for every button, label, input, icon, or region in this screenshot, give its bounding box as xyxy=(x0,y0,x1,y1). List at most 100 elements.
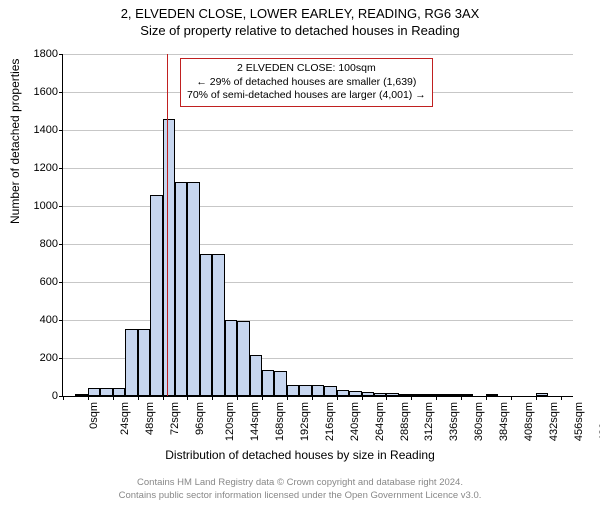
histogram-bar xyxy=(424,394,436,396)
xtick-mark xyxy=(237,396,238,400)
annotation-line2: ← 29% of detached houses are smaller (1,… xyxy=(187,76,426,90)
footer-line2: Contains public sector information licen… xyxy=(0,490,600,502)
gridline xyxy=(63,320,573,321)
xtick-mark xyxy=(187,396,188,400)
title-sub: Size of property relative to detached ho… xyxy=(0,23,600,38)
ytick-mark xyxy=(59,130,63,131)
xtick-mark xyxy=(287,396,288,400)
xtick-mark xyxy=(88,396,89,400)
annotation-box: 2 ELVEDEN CLOSE: 100sqm ← 29% of detache… xyxy=(180,58,433,107)
ytick-label: 1800 xyxy=(28,48,58,60)
xtick-mark xyxy=(386,396,387,400)
xtick-label: 384sqm xyxy=(498,402,510,441)
xtick-label: 336sqm xyxy=(448,402,460,441)
histogram-bar xyxy=(337,390,349,396)
ytick-mark xyxy=(59,282,63,283)
y-axis-label: Number of detached properties xyxy=(8,59,22,224)
footer-line1: Contains HM Land Registry data © Crown c… xyxy=(0,477,600,489)
xtick-mark xyxy=(163,396,164,400)
histogram-bar xyxy=(461,394,473,396)
ytick-label: 1400 xyxy=(28,124,58,136)
ytick-label: 1000 xyxy=(28,200,58,212)
histogram-bar xyxy=(225,320,237,396)
gridline xyxy=(63,282,573,283)
xtick-mark xyxy=(486,396,487,400)
histogram-bar xyxy=(436,394,448,396)
histogram-bar xyxy=(88,388,100,396)
xtick-mark xyxy=(63,396,64,400)
histogram-bar xyxy=(250,355,262,396)
xtick-label: 240sqm xyxy=(349,402,361,441)
xtick-mark xyxy=(436,396,437,400)
histogram-bar xyxy=(212,254,224,396)
histogram-bar xyxy=(411,394,423,396)
histogram-bar xyxy=(362,392,374,396)
ytick-mark xyxy=(59,358,63,359)
xtick-mark xyxy=(561,396,562,400)
histogram-bar xyxy=(312,385,324,396)
ytick-label: 800 xyxy=(28,238,58,250)
xtick-mark xyxy=(536,396,537,400)
xtick-label: 168sqm xyxy=(274,402,286,441)
gridline xyxy=(63,206,573,207)
x-axis-label: Distribution of detached houses by size … xyxy=(0,448,600,462)
histogram-bar xyxy=(324,386,336,396)
gridline xyxy=(63,130,573,131)
ytick-mark xyxy=(59,168,63,169)
xtick-mark xyxy=(113,396,114,400)
xtick-label: 24sqm xyxy=(119,402,131,435)
gridline xyxy=(63,54,573,55)
xtick-mark xyxy=(411,396,412,400)
gridline xyxy=(63,244,573,245)
xtick-label: 48sqm xyxy=(144,402,156,435)
histogram-bar xyxy=(100,388,112,396)
ytick-label: 400 xyxy=(28,314,58,326)
xtick-mark xyxy=(461,396,462,400)
annotation-line1: 2 ELVEDEN CLOSE: 100sqm xyxy=(187,62,426,76)
histogram-bar xyxy=(237,321,249,396)
histogram-bar xyxy=(374,393,386,396)
xtick-label: 96sqm xyxy=(194,402,206,435)
xtick-label: 312sqm xyxy=(424,402,436,441)
xtick-label: 72sqm xyxy=(169,402,181,435)
histogram-bar xyxy=(187,182,199,396)
histogram-bar xyxy=(299,385,311,396)
xtick-mark xyxy=(262,396,263,400)
histogram-bar xyxy=(200,254,212,396)
ytick-mark xyxy=(59,92,63,93)
xtick-label: 360sqm xyxy=(473,402,485,441)
histogram-bar xyxy=(349,391,361,396)
xtick-label: 456sqm xyxy=(573,402,585,441)
histogram-bar xyxy=(125,329,137,396)
ytick-mark xyxy=(59,54,63,55)
histogram-bar xyxy=(175,182,187,396)
histogram-bar xyxy=(138,329,150,396)
xtick-mark xyxy=(511,396,512,400)
xtick-label: 288sqm xyxy=(399,402,411,441)
histogram-bar xyxy=(274,371,286,396)
histogram-bar xyxy=(75,394,87,396)
title-main: 2, ELVEDEN CLOSE, LOWER EARLEY, READING,… xyxy=(0,6,600,21)
histogram-bar xyxy=(262,370,274,396)
xtick-mark xyxy=(337,396,338,400)
histogram-bar xyxy=(163,119,175,396)
xtick-label: 264sqm xyxy=(374,402,386,441)
xtick-label: 120sqm xyxy=(225,402,237,441)
xtick-label: 216sqm xyxy=(324,402,336,441)
xtick-mark xyxy=(138,396,139,400)
annotation-line3: 70% of semi-detached houses are larger (… xyxy=(187,89,426,103)
ytick-mark xyxy=(59,244,63,245)
xtick-label: 0sqm xyxy=(88,402,100,429)
xtick-mark xyxy=(362,396,363,400)
histogram-bar xyxy=(386,393,398,396)
xtick-label: 432sqm xyxy=(548,402,560,441)
xtick-mark xyxy=(212,396,213,400)
xtick-mark xyxy=(312,396,313,400)
histogram-bar xyxy=(449,394,461,396)
marker-line xyxy=(167,54,168,396)
footer: Contains HM Land Registry data © Crown c… xyxy=(0,477,600,502)
histogram-bar xyxy=(399,394,411,396)
histogram-bar xyxy=(150,195,162,396)
xtick-label: 192sqm xyxy=(299,402,311,441)
histogram-bar xyxy=(113,388,125,396)
